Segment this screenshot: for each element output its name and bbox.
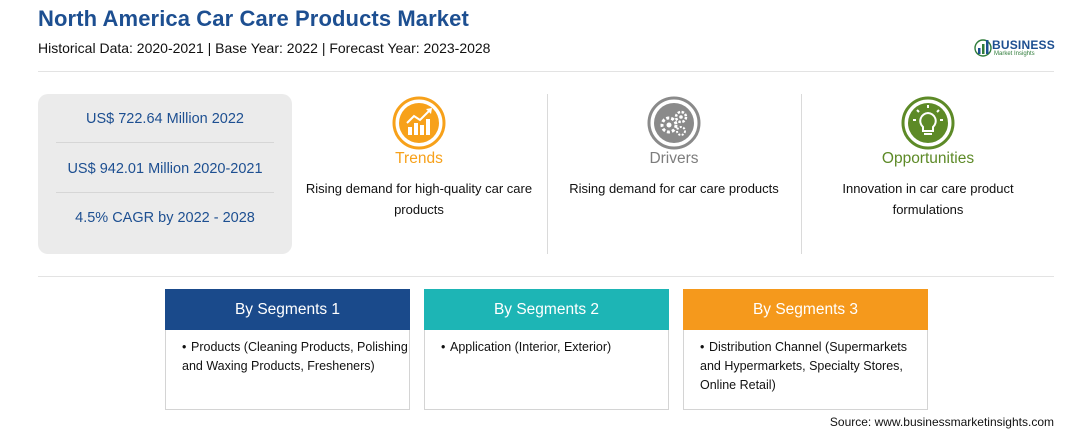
- segment-3-title: By Segments 3: [683, 289, 928, 330]
- stat-market-size-2022: US$ 722.64 Million 2022: [86, 111, 244, 127]
- segment-card-3: By Segments 3 • Distribution Channel (Sup…: [683, 289, 928, 410]
- segment-3-text: Distribution Channel (Supermarkets and H…: [700, 340, 908, 392]
- section-divider: [38, 276, 1054, 277]
- logo-name: BUSINESS: [992, 38, 1055, 52]
- drivers-title: Drivers: [649, 150, 699, 167]
- segment-card-2: By Segments 2 • Application (Interior, Ex…: [424, 289, 669, 410]
- gears-icon: [647, 96, 701, 150]
- page-title: North America Car Care Products Market: [38, 6, 469, 31]
- column-divider: [547, 94, 548, 254]
- page-subtitle: Historical Data: 2020-2021 | Base Year: …: [38, 40, 491, 56]
- segment-2-item: • Application (Interior, Exterior): [441, 340, 612, 354]
- opportunities-text: Innovation in car care product formulati…: [842, 181, 1014, 217]
- header-divider: [38, 71, 1054, 72]
- segment-1-title: By Segments 1: [165, 289, 410, 330]
- company-logo: BUSINESS Market Insights: [974, 36, 1056, 60]
- drivers-text: Rising demand for car care products: [569, 181, 779, 196]
- stat-divider: [56, 142, 274, 143]
- segment-2-text: Application (Interior, Exterior): [450, 340, 612, 354]
- stat-market-size-historical: US$ 942.01 Million 2020-2021: [67, 161, 263, 177]
- source-credit: Source: www.businessmarketinsights.com: [829, 415, 1054, 429]
- trends-title: Trends: [395, 150, 443, 167]
- trend-chart-icon: [392, 96, 446, 150]
- segment-3-item: • Distribution Channel (Supermarkets and …: [700, 340, 908, 392]
- market-stats-panel: US$ 722.64 Million 2022 US$ 942.01 Milli…: [38, 94, 292, 254]
- stat-divider: [56, 192, 274, 193]
- segment-card-1: By Segments 1 • Products (Cleaning Produc…: [165, 289, 410, 410]
- trends-text: Rising demand for high-quality car care …: [305, 181, 533, 217]
- logo-tagline: Market Insights: [994, 51, 1035, 57]
- segment-1-item: • Products (Cleaning Products, Polishing …: [182, 340, 408, 373]
- column-divider: [801, 94, 802, 254]
- lightbulb-icon: [901, 96, 955, 150]
- stat-cagr: 4.5% CAGR by 2022 - 2028: [75, 210, 255, 226]
- opportunities-title: Opportunities: [881, 150, 975, 167]
- segment-1-text: Products (Cleaning Products, Polishing a…: [182, 340, 408, 373]
- bar-chart-globe-icon: [974, 39, 992, 57]
- segment-2-title: By Segments 2: [424, 289, 669, 330]
